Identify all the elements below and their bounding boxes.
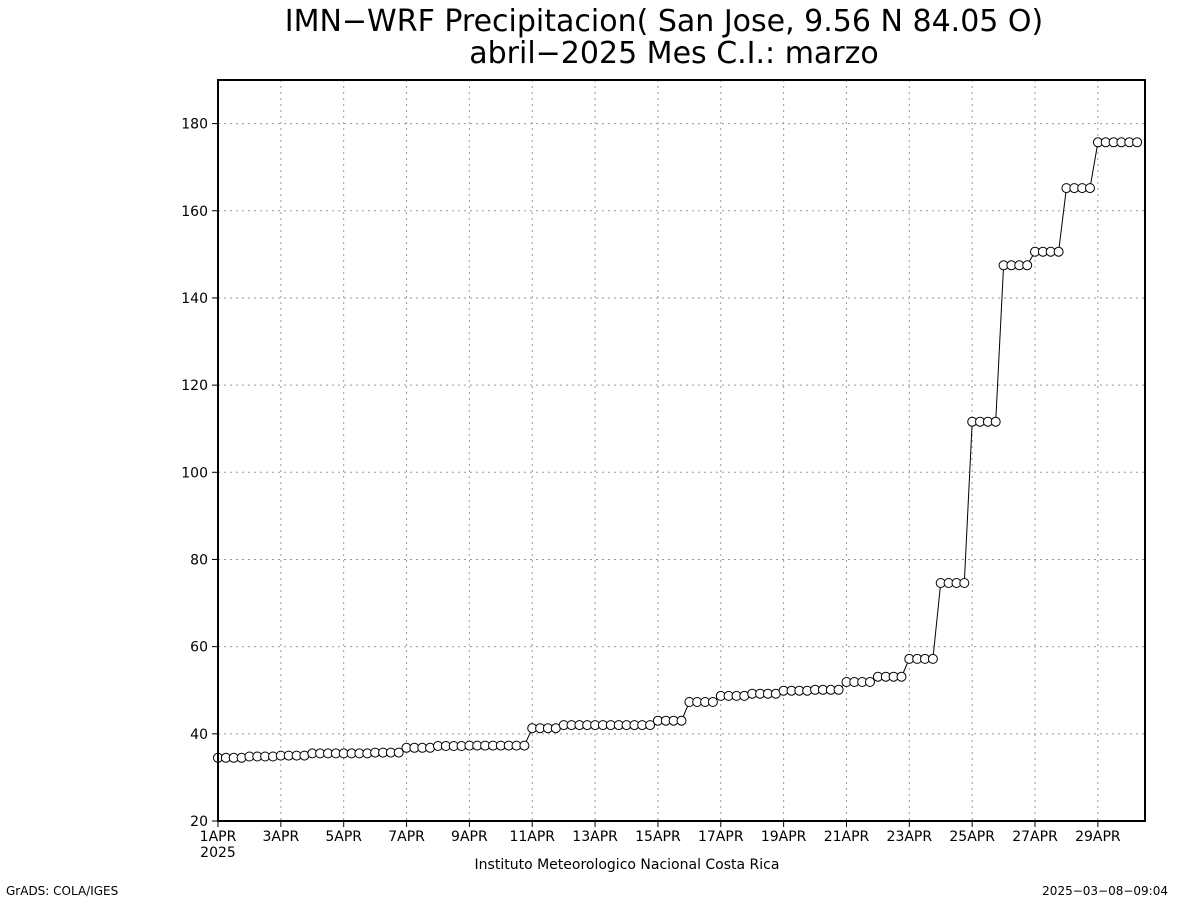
x-tick-label: 7APR (388, 829, 425, 845)
y-axis-ticks: 20 40 60 80 100 120 140 160 180 (181, 117, 218, 830)
data-point (1132, 137, 1143, 148)
institution-label: Instituto Meteorologico Nacional Costa R… (475, 857, 780, 873)
software-credit: GrADS: COLA/IGES (6, 884, 118, 898)
chart-title: IMN−WRF Precipitacion( San Jose, 9.56 N … (285, 4, 1043, 39)
data-point (707, 697, 718, 707)
series-points (213, 137, 1143, 763)
timestamp-label: 2025−03−08−09:04 (1042, 884, 1168, 898)
x-tick-label: 13APR (572, 829, 618, 845)
grid-lines (218, 80, 1145, 821)
y-tick-label: 20 (190, 814, 208, 830)
x-axis-year-label: 2025 (200, 845, 236, 861)
y-tick-label: 80 (190, 552, 208, 568)
data-point (1053, 246, 1064, 257)
data-point (896, 671, 907, 682)
x-tick-label: 5APR (325, 829, 362, 845)
data-point (1022, 260, 1033, 271)
x-tick-label: 3APR (263, 829, 300, 845)
x-axis-ticks: 1APR 3APR 5APR 7APR 9APR 11APR 13APR 15APR 17APR… (200, 821, 1121, 845)
y-tick-label: 60 (190, 640, 208, 656)
plot-frame (217, 79, 1146, 822)
y-tick-label: 120 (181, 378, 208, 394)
y-tick-label: 140 (181, 291, 208, 307)
x-tick-label: 27APR (1012, 829, 1058, 845)
x-tick-label: 17APR (698, 829, 744, 845)
x-tick-label: 29APR (1075, 829, 1121, 845)
series-line (218, 141, 1138, 759)
data-point (927, 653, 938, 664)
data-point (865, 677, 875, 687)
x-tick-label: 21APR (824, 829, 870, 845)
x-tick-label: 9APR (451, 829, 488, 845)
data-point (519, 740, 530, 751)
data-point (1085, 183, 1095, 194)
data-point (833, 684, 844, 695)
x-tick-label: 11APR (509, 829, 555, 845)
y-tick-label: 100 (181, 465, 208, 481)
data-point (676, 715, 687, 726)
x-tick-label: 25APR (949, 829, 995, 845)
y-tick-label: 160 (181, 204, 208, 220)
data-point (959, 578, 970, 588)
data-point (393, 747, 404, 758)
data-point (645, 720, 656, 731)
y-tick-label: 180 (181, 117, 208, 133)
x-tick-label: 1APR (200, 829, 237, 845)
data-point (990, 416, 1001, 427)
x-tick-label: 15APR (635, 829, 681, 845)
chart-subtitle: abril−2025 Mes C.I.: marzo (469, 36, 879, 71)
x-tick-label: 23APR (887, 829, 933, 845)
y-tick-label: 40 (190, 727, 208, 743)
x-tick-label: 19APR (761, 829, 807, 845)
